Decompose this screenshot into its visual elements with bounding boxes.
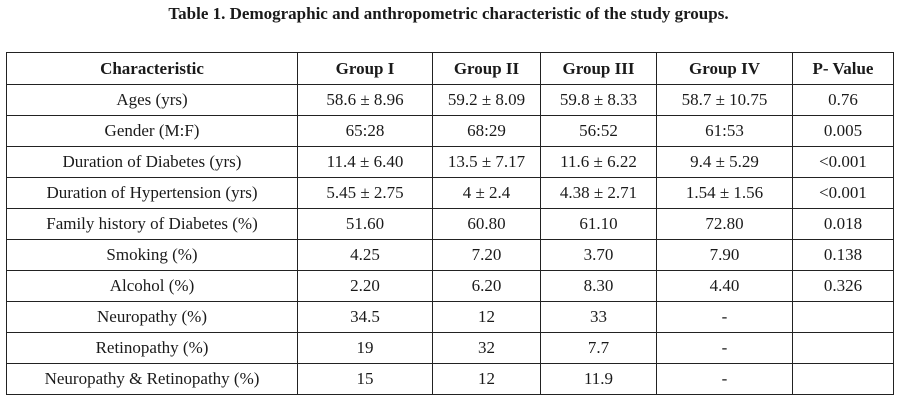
- row-label: Smoking (%): [6, 239, 298, 271]
- table-row: Neuropathy & Retinopathy (%) 15 12 11.9-: [6, 363, 894, 395]
- p-value-cell: [792, 363, 894, 395]
- p-value-cell: <0.001: [792, 146, 894, 178]
- p-value-cell: 0.326: [792, 270, 894, 302]
- header-group-iv: Group IV: [656, 52, 793, 85]
- group-iv-cell: 1.54 ± 1.56: [656, 177, 793, 209]
- group-iii-cell: 4.38 ± 2.71: [540, 177, 657, 209]
- group-ii-cell: 4 ± 2.4: [432, 177, 541, 209]
- header-p-value: P- Value: [792, 52, 894, 85]
- table-row: Ages (yrs) 58.6 ± 8.96 59.2 ± 8.09 59.8 ± 8…: [6, 84, 894, 116]
- group-ii-cell: 12: [432, 363, 541, 395]
- table-caption: Table 1. Demographic and anthropometric …: [168, 4, 729, 23]
- group-iv-cell: -: [656, 332, 793, 364]
- group-iv-cell: 9.4 ± 5.29: [656, 146, 793, 178]
- row-label: Gender (M:F): [6, 115, 298, 147]
- group-ii-cell: 68:29: [432, 115, 541, 147]
- row-label: Neuropathy & Retinopathy (%): [6, 363, 298, 395]
- group-iv-cell: 58.7 ± 10.75: [656, 84, 793, 116]
- group-iii-cell: 11.9: [540, 363, 657, 395]
- row-label: Family history of Diabetes (%): [6, 208, 298, 240]
- group-i-cell: 58.6 ± 8.96: [297, 84, 433, 116]
- table-row: Retinopathy (%) 19 32 7.7-: [6, 332, 894, 364]
- table-header: Characteristic Group I Group II Group II…: [6, 52, 894, 85]
- group-iv-cell: 7.90: [656, 239, 793, 271]
- group-ii-cell: 59.2 ± 8.09: [432, 84, 541, 116]
- row-label: Duration of Hypertension (yrs): [6, 177, 298, 209]
- table-row: Alcohol (%) 2.20 6.20 8.30 4.40 0.326: [6, 270, 894, 302]
- group-i-cell: 65:28: [297, 115, 433, 147]
- group-iv-cell: -: [656, 363, 793, 395]
- table-row: Family history of Diabetes (%) 51.60 60.80…: [6, 208, 894, 240]
- group-i-cell: 5.45 ± 2.75: [297, 177, 433, 209]
- p-value-cell: <0.001: [792, 177, 894, 209]
- group-iii-cell: 33: [540, 301, 657, 333]
- group-iii-cell: 56:52: [540, 115, 657, 147]
- group-i-cell: 2.20: [297, 270, 433, 302]
- p-value-cell: 0.138: [792, 239, 894, 271]
- p-value-cell: [792, 301, 894, 333]
- table-row: Neuropathy (%) 34.5 12 33-: [6, 301, 894, 333]
- p-value-cell: 0.005: [792, 115, 894, 147]
- group-i-cell: 11.4 ± 6.40: [297, 146, 433, 178]
- group-ii-cell: 32: [432, 332, 541, 364]
- header-group-iii: Group III: [540, 52, 657, 85]
- group-i-cell: 34.5: [297, 301, 433, 333]
- table-body: Ages (yrs) 58.6 ± 8.96 59.2 ± 8.09 59.8 ± 8…: [6, 84, 894, 395]
- row-label: Duration of Diabetes (yrs): [6, 146, 298, 178]
- group-i-cell: 4.25: [297, 239, 433, 271]
- group-i-cell: 51.60: [297, 208, 433, 240]
- table-row: Smoking (%) 4.25 7.20 3.70 7.90 0.138: [6, 239, 894, 271]
- row-label: Alcohol (%): [6, 270, 298, 302]
- table-container: Characteristic Group I Group II Group II…: [6, 52, 894, 395]
- header-row: Characteristic Group I Group II Group II…: [6, 52, 894, 85]
- group-ii-cell: 13.5 ± 7.17: [432, 146, 541, 178]
- group-iv-cell: 72.80: [656, 208, 793, 240]
- p-value-cell: 0.018: [792, 208, 894, 240]
- group-iii-cell: 8.30: [540, 270, 657, 302]
- row-label: Retinopathy (%): [6, 332, 298, 364]
- group-ii-cell: 6.20: [432, 270, 541, 302]
- characteristics-table: Characteristic Group I Group II Group II…: [6, 52, 894, 395]
- group-iii-cell: 11.6 ± 6.22: [540, 146, 657, 178]
- group-iii-cell: 59.8 ± 8.33: [540, 84, 657, 116]
- group-iii-cell: 61.10: [540, 208, 657, 240]
- row-label: Ages (yrs): [6, 84, 298, 116]
- row-label: Neuropathy (%): [6, 301, 298, 333]
- header-group-ii: Group II: [432, 52, 541, 85]
- group-ii-cell: 12: [432, 301, 541, 333]
- table-row: Duration of Diabetes (yrs) 11.4 ± 6.40 13.…: [6, 146, 894, 178]
- group-iii-cell: 3.70: [540, 239, 657, 271]
- table-row: Duration of Hypertension (yrs) 5.45 ± 2.7…: [6, 177, 894, 209]
- p-value-cell: 0.76: [792, 84, 894, 116]
- group-iv-cell: -: [656, 301, 793, 333]
- table-row: Gender (M:F) 65:28 68:29 56:52 61:53 0.005: [6, 115, 894, 147]
- group-iv-cell: 4.40: [656, 270, 793, 302]
- group-ii-cell: 7.20: [432, 239, 541, 271]
- group-iv-cell: 61:53: [656, 115, 793, 147]
- group-ii-cell: 60.80: [432, 208, 541, 240]
- group-iii-cell: 7.7: [540, 332, 657, 364]
- header-group-i: Group I: [297, 52, 433, 85]
- group-i-cell: 19: [297, 332, 433, 364]
- group-i-cell: 15: [297, 363, 433, 395]
- header-characteristic: Characteristic: [6, 52, 298, 85]
- p-value-cell: [792, 332, 894, 364]
